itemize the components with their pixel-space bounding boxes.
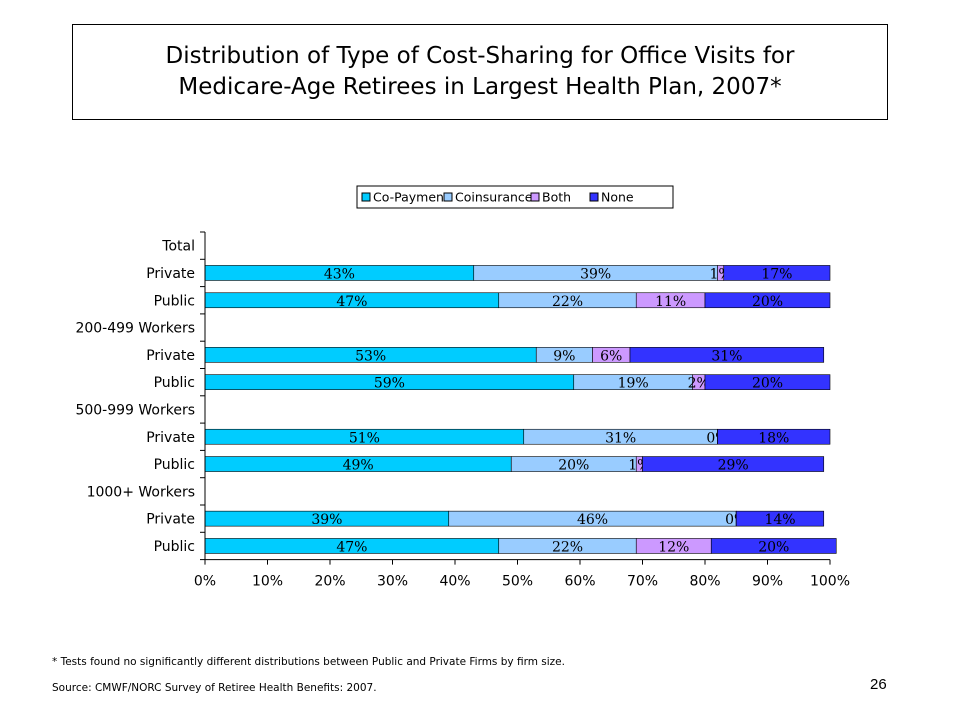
x-tick-label-10: 100% — [810, 574, 850, 590]
data-label-11-both: 12% — [658, 539, 689, 555]
data-label-2-co-payment: 47% — [336, 294, 367, 310]
bar-1-none — [723, 265, 831, 281]
y-tick-label-2: Public — [154, 293, 195, 309]
data-label-4-none: 31% — [711, 348, 742, 364]
data-label-2-none: 20% — [752, 294, 783, 310]
data-label-4-coinsurance: 9% — [553, 348, 575, 364]
bar-2-none — [704, 292, 831, 309]
legend-label-both: Both — [542, 190, 571, 205]
data-label-4-both: 6% — [600, 348, 622, 364]
data-label-11-none: 20% — [758, 539, 789, 555]
data-label-5-both: 2% — [688, 376, 710, 392]
x-tick-label-1: 10% — [252, 574, 283, 590]
legend-swatch-coinsurance — [443, 192, 453, 202]
data-label-7-co-payment: 51% — [349, 430, 380, 446]
chart-legend: Co-Payment Coinsurance Both None — [356, 185, 674, 209]
data-label-11-co-payment: 47% — [336, 539, 367, 555]
footnote: * Tests found no significantly different… — [52, 656, 565, 668]
x-tick-label-9: 90% — [752, 574, 783, 590]
x-tick-label-5: 50% — [502, 574, 533, 590]
x-tick-label-7: 70% — [627, 574, 658, 590]
data-label-2-both: 11% — [655, 294, 686, 310]
data-label-5-none: 20% — [752, 376, 783, 392]
y-tick-label-1: Private — [146, 266, 195, 282]
source-note: Source: CMWF/NORC Survey of Retiree Heal… — [52, 682, 377, 694]
y-tick-label-3: 200-499 Workers — [75, 321, 195, 337]
x-tick-label-2: 20% — [314, 574, 345, 590]
data-label-8-co-payment: 49% — [343, 458, 374, 474]
page-number: 26 — [870, 676, 887, 693]
bar-5-none — [704, 374, 831, 390]
data-label-7-none: 18% — [758, 430, 789, 446]
legend-swatch-none — [589, 192, 599, 202]
data-label-5-co-payment: 59% — [374, 376, 405, 392]
x-tick-label-3: 30% — [377, 574, 408, 590]
data-label-1-none: 17% — [761, 266, 792, 282]
data-label-11-coinsurance: 22% — [552, 539, 583, 555]
y-tick-label-7: Private — [146, 430, 195, 446]
legend-frame — [356, 185, 674, 209]
bar-4-none — [629, 347, 825, 363]
x-tick-label-0: 0% — [194, 574, 216, 590]
legend-label-co-payment: Co-Payment — [373, 190, 449, 205]
y-tick-label-11: Public — [154, 539, 195, 555]
y-tick-label-10: Private — [146, 512, 195, 528]
bar-11-none — [710, 538, 837, 554]
legend-label-coinsurance: Coinsurance — [455, 190, 533, 205]
data-label-1-co-payment: 43% — [324, 266, 355, 282]
chart-title-line-1: Distribution of Type of Cost-Sharing for… — [165, 43, 795, 69]
y-tick-label-6: 500-999 Workers — [75, 402, 195, 418]
bar-8-none — [642, 456, 825, 472]
bar-area: 43% 39% 1% 17%47% 22% 11% 20%53% 9% 6% 31%59% 19% 2… — [204, 265, 837, 555]
data-label-10-co-payment: 39% — [311, 512, 342, 528]
x-tick-label-6: 60% — [564, 574, 595, 590]
legend-swatch-co-payment — [361, 192, 371, 202]
y-tick-label-9: 1000+ Workers — [87, 484, 195, 500]
chart-title: Distribution of Type of Cost-Sharing for… — [72, 24, 888, 120]
legend-label-none: None — [601, 190, 634, 205]
x-tick-label-4: 40% — [439, 574, 470, 590]
data-label-1-coinsurance: 39% — [580, 266, 611, 282]
data-label-10-coinsurance: 46% — [577, 512, 608, 528]
y-tick-label-8: Public — [154, 457, 195, 473]
data-label-8-coinsurance: 20% — [558, 458, 589, 474]
x-tick-label-8: 80% — [689, 574, 720, 590]
data-label-2-coinsurance: 22% — [552, 294, 583, 310]
data-label-5-coinsurance: 19% — [618, 376, 649, 392]
bar-7-none — [717, 428, 831, 445]
data-label-7-coinsurance: 31% — [605, 430, 636, 446]
y-tick-label-0: Total — [161, 239, 195, 255]
data-label-4-co-payment: 53% — [355, 348, 386, 364]
chart-title-line-2: Medicare-Age Retirees in Largest Health … — [178, 74, 782, 100]
data-label-10-none: 14% — [764, 512, 795, 528]
y-tick-label-4: Private — [146, 348, 195, 364]
legend-swatch-both — [530, 192, 540, 202]
chart-axes: Total Private Public 200-499 Workers Private… — [75, 231, 850, 590]
data-label-8-none: 29% — [718, 458, 749, 474]
bar-10-none — [735, 510, 825, 527]
y-tick-label-5: Public — [154, 375, 195, 391]
stacked-bar-chart: Co-Payment Coinsurance Both None 43% 39% 1% 17… — [75, 185, 850, 590]
